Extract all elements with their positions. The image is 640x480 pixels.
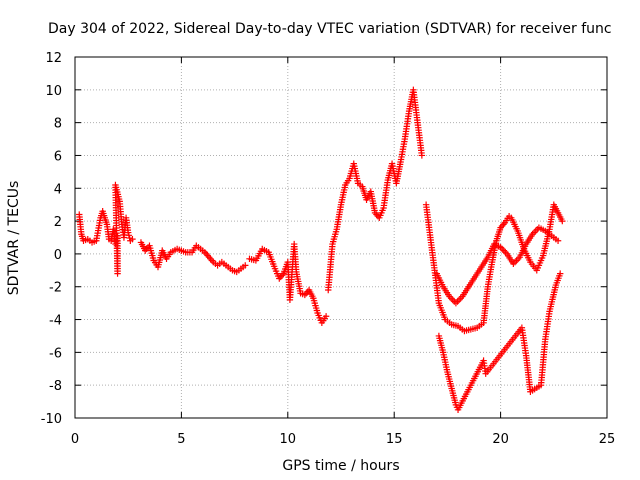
x-axis-label: GPS time / hours	[282, 458, 399, 474]
x-tick-label: 15	[386, 432, 403, 447]
data-points	[76, 86, 566, 413]
y-tick-label: 4	[54, 182, 62, 197]
y-tick-label: 0	[54, 248, 62, 263]
data-point	[129, 235, 136, 243]
x-tick-label: 10	[280, 432, 297, 447]
data-point	[559, 217, 566, 225]
y-tick-label: 2	[54, 215, 62, 230]
data-point	[125, 229, 132, 236]
data-point	[242, 262, 249, 269]
x-tick-label: 0	[71, 432, 79, 447]
x-tick-label: 5	[177, 432, 185, 447]
y-tick-label: 10	[45, 84, 62, 99]
data-point	[126, 234, 133, 242]
y-tick-label: 6	[54, 149, 62, 164]
y-tick-label: -2	[49, 281, 62, 296]
plot-frame	[74, 56, 608, 419]
data-point	[556, 270, 564, 277]
y-tick-label: -8	[49, 379, 62, 394]
y-tick-label: -4	[49, 314, 62, 329]
y-tick-label: -10	[41, 412, 62, 427]
x-tick-label: 20	[492, 432, 509, 447]
chart-title: Day 304 of 2022, Sidereal Day-to-day VTE…	[48, 21, 612, 37]
y-axis-label: SDTVAR / TECUs	[6, 181, 22, 296]
x-axis-ticks: 0 5 10 15 20 25	[71, 57, 615, 447]
data-point	[554, 237, 562, 244]
y-tick-label: 8	[54, 117, 62, 132]
y-tick-label: 12	[45, 51, 62, 66]
x-tick-label: 25	[599, 432, 616, 447]
data-point	[125, 232, 133, 239]
y-tick-label: -6	[49, 346, 62, 361]
data-point	[418, 152, 426, 159]
y-axis-ticks: -10 -8 -6 -4 -2 0 2 4 6 8 10 12	[41, 51, 607, 427]
data-point	[322, 313, 330, 320]
